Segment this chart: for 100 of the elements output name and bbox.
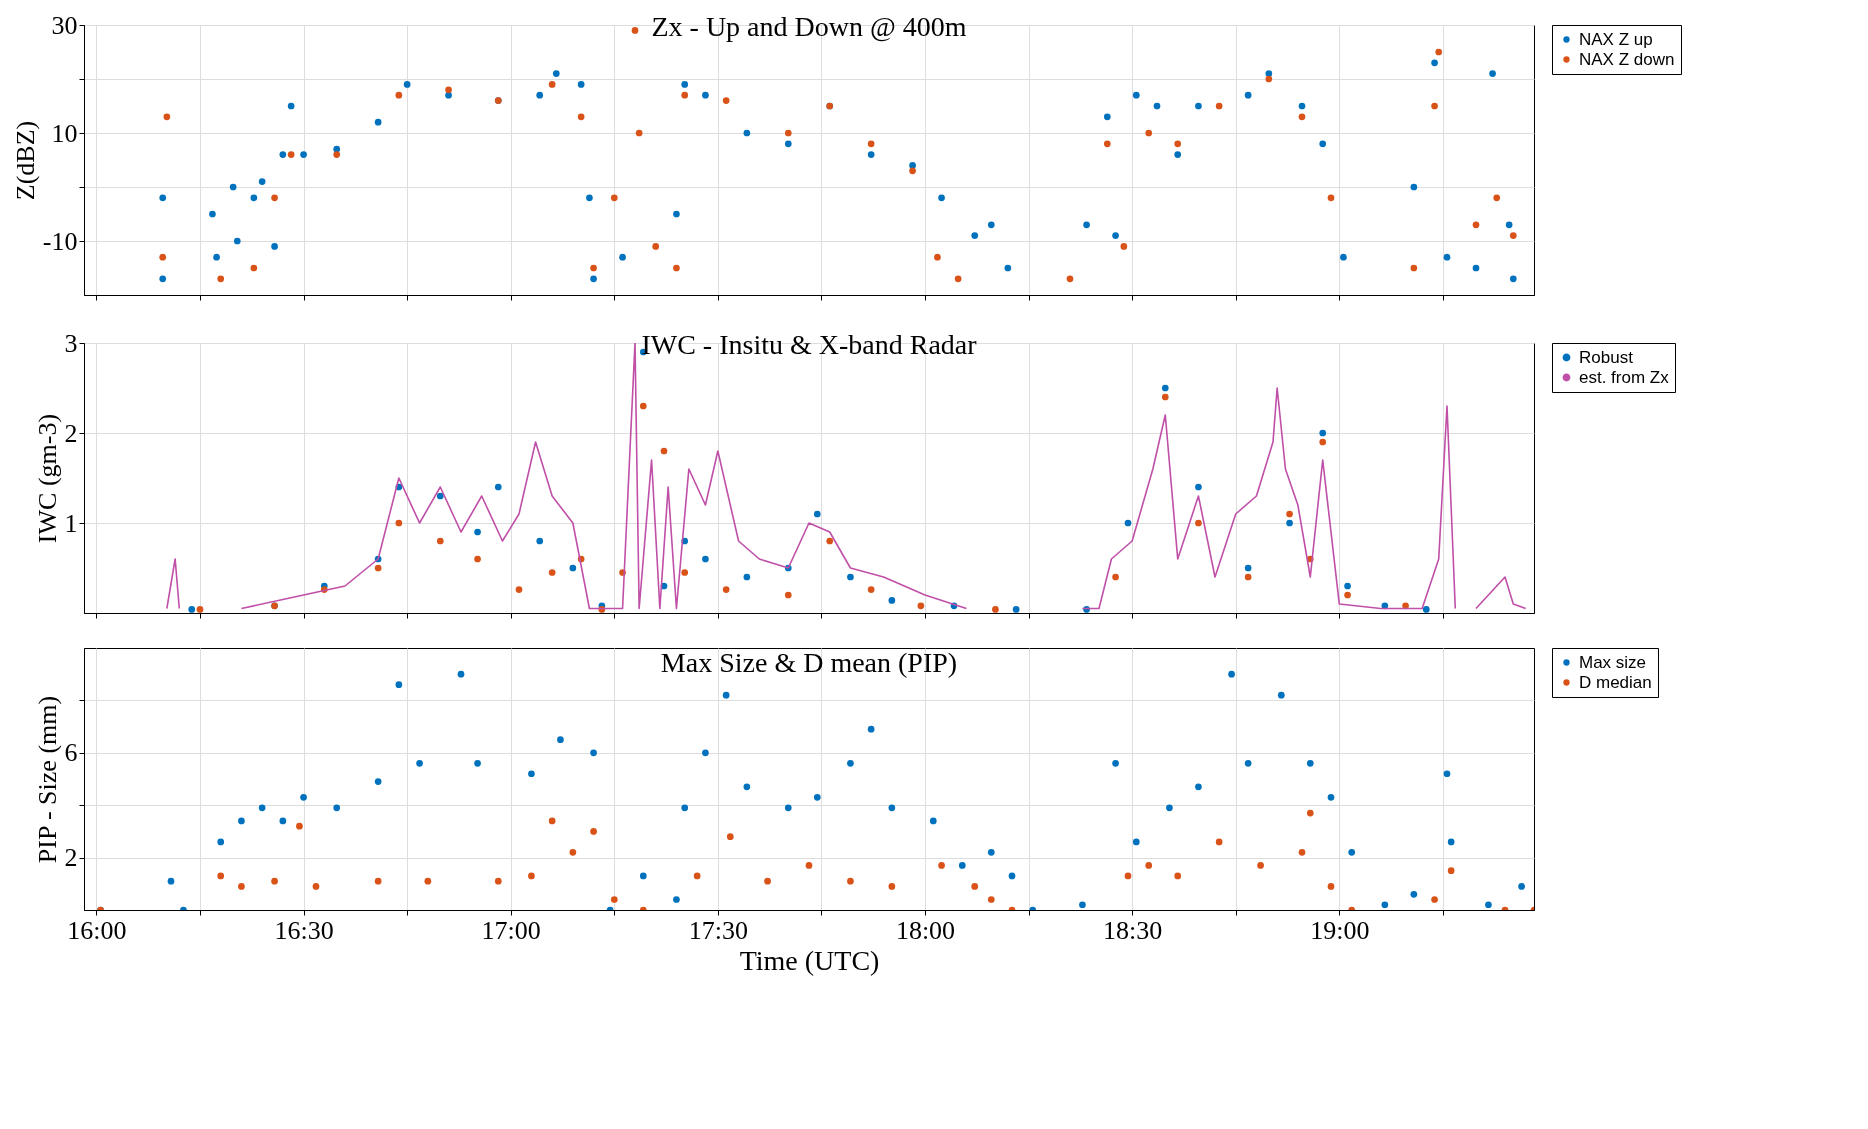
point — [569, 564, 577, 572]
point — [374, 778, 382, 785]
point — [296, 822, 303, 830]
point — [1435, 48, 1443, 56]
point — [1344, 591, 1351, 599]
point — [474, 528, 481, 536]
point — [1319, 438, 1327, 446]
point — [1319, 140, 1327, 148]
point — [1327, 793, 1335, 801]
point — [619, 253, 626, 261]
y-tick-label: -10 — [42, 226, 78, 256]
point — [929, 817, 937, 825]
point — [1381, 901, 1389, 909]
point — [238, 817, 245, 825]
point — [217, 872, 225, 880]
point — [743, 129, 751, 137]
point — [1083, 221, 1090, 229]
x-tick-label: 17:00 — [481, 915, 541, 945]
point — [590, 828, 597, 835]
point — [159, 253, 167, 261]
point — [934, 253, 941, 261]
point — [1265, 70, 1273, 77]
point — [1153, 102, 1161, 110]
point — [639, 872, 647, 880]
point — [888, 597, 896, 604]
point — [590, 264, 597, 272]
point — [586, 194, 593, 202]
point — [258, 178, 266, 185]
y-tick-label: 6 — [64, 738, 78, 768]
point — [1012, 606, 1020, 613]
point — [610, 896, 618, 903]
point — [1166, 804, 1173, 812]
chart-title: Max Size & D mean (PIP) — [660, 646, 958, 678]
point — [1145, 129, 1153, 137]
point — [826, 537, 834, 545]
point — [548, 569, 556, 576]
point — [764, 877, 771, 885]
point — [374, 118, 382, 126]
point — [1286, 510, 1293, 518]
point — [1257, 862, 1264, 869]
y-tick-label: 3 — [64, 328, 78, 358]
point — [1132, 91, 1140, 99]
x-tick-label: 19:00 — [1310, 915, 1370, 945]
point — [847, 573, 854, 581]
y-tick-label: 1 — [64, 508, 78, 538]
point — [888, 883, 896, 890]
point — [702, 749, 709, 757]
point — [681, 91, 689, 99]
y-axis-title: Z(dBZ) — [10, 120, 40, 201]
point — [1195, 102, 1202, 110]
point — [673, 210, 680, 218]
point — [1265, 75, 1273, 83]
point — [217, 838, 225, 846]
point — [548, 817, 556, 825]
point — [805, 862, 813, 869]
point — [681, 804, 689, 812]
point — [971, 232, 979, 239]
point — [1277, 691, 1285, 699]
point — [784, 804, 792, 812]
point — [188, 606, 196, 613]
point — [813, 793, 821, 801]
point — [1327, 194, 1335, 202]
point — [374, 564, 382, 572]
point — [1008, 872, 1016, 880]
point — [258, 804, 266, 812]
point — [1215, 102, 1223, 110]
point — [1195, 483, 1202, 491]
point — [722, 97, 730, 104]
point — [867, 151, 875, 158]
point — [1431, 59, 1438, 67]
point — [743, 783, 751, 791]
point — [1120, 243, 1128, 250]
point — [424, 877, 432, 885]
point — [474, 759, 481, 767]
point — [1348, 849, 1356, 856]
point — [1443, 253, 1451, 261]
point — [681, 81, 689, 88]
point — [395, 519, 403, 527]
x-tick-label: 17:30 — [688, 915, 748, 945]
point — [436, 537, 444, 545]
point — [494, 483, 502, 491]
point — [784, 129, 792, 137]
point — [987, 896, 995, 903]
x-tick-label: 16:30 — [274, 915, 334, 945]
point — [1447, 867, 1455, 875]
point — [660, 447, 668, 455]
point — [515, 586, 523, 593]
point — [1244, 573, 1252, 581]
point — [992, 606, 999, 613]
point — [610, 194, 618, 202]
point — [312, 883, 320, 890]
point — [1228, 670, 1235, 678]
point — [1174, 140, 1182, 148]
point — [445, 86, 452, 94]
point — [847, 877, 854, 885]
x-tick-label: 18:00 — [895, 915, 956, 945]
point — [1327, 883, 1335, 890]
point — [635, 129, 643, 137]
legend-label: NAX Z up — [1579, 29, 1653, 49]
point — [1410, 890, 1418, 898]
